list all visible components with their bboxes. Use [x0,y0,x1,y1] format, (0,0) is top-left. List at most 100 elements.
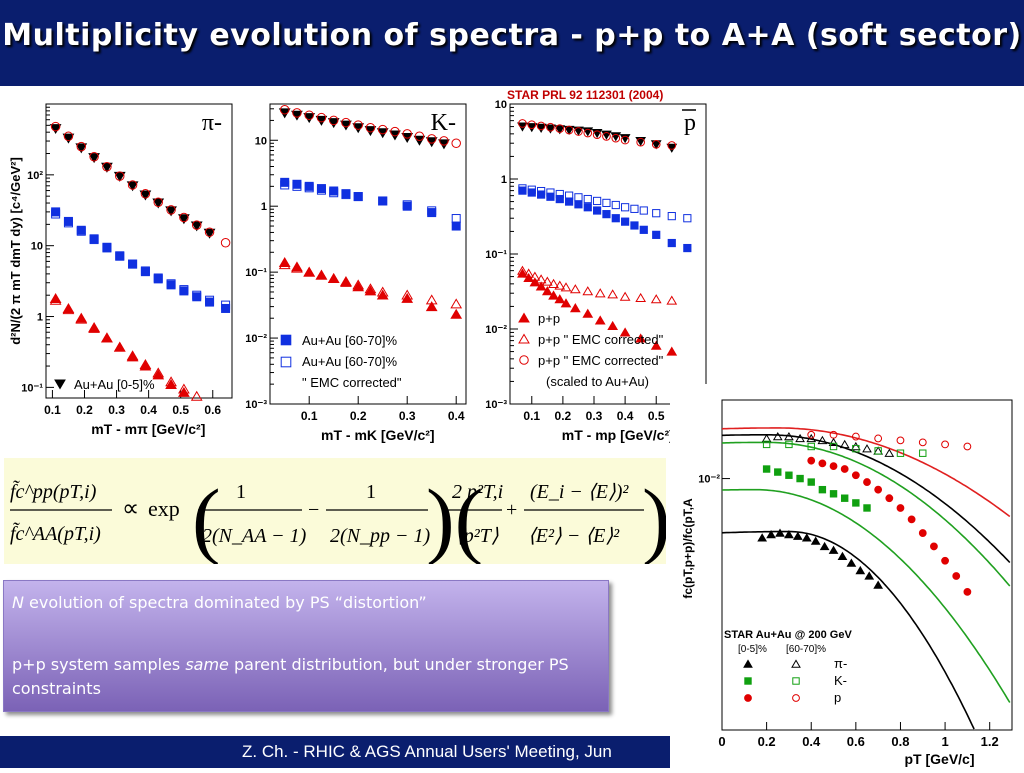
data-point [535,281,547,291]
data-point [220,238,231,248]
data-point [376,289,389,300]
data-point [316,112,327,123]
data-point [439,136,449,146]
x-axis-label: mT - mK [GeV/c²] [321,427,435,443]
data-point [401,292,414,303]
data-point [807,478,815,486]
legend-label: p+p [538,311,560,326]
note-line-2-a: p+p system samples [12,655,186,674]
x-tick-label: 1.2 [981,734,999,749]
y-tick-label: 1 [501,174,507,186]
series-filled-circle [807,456,972,596]
data-point [582,286,594,296]
data-point [327,118,340,129]
data-point [896,504,905,512]
data-point [683,243,692,253]
data-point [518,186,527,195]
x-tick-label: 0 [718,734,725,749]
data-point [565,197,574,206]
data-point [63,218,73,228]
data-point [166,205,176,215]
data-point [352,279,365,290]
data-point [327,273,340,284]
data-point [963,588,972,596]
y-axis-label: d²N/(2 π mT dmT dy) [c⁴/GeV²] [8,157,23,345]
data-point [329,188,339,198]
formula-minus: − [308,499,319,521]
data-point [602,198,611,208]
data-point [529,271,541,281]
legend-marker [743,659,753,668]
data-point [546,188,555,197]
series-open-circle [807,430,972,451]
formula-one-b: 1 [366,481,376,503]
data-point [594,288,606,298]
data-point [611,133,621,143]
data-point [292,108,302,118]
data-point [785,471,793,479]
x-tick-label: 0.4 [140,403,157,417]
chart-svg: 10⁻³ 10⁻² 10⁻¹ 1 10 0.1 0.2 0.3 0.4 mT - mK [GeV/… [245,103,467,443]
data-point [574,200,583,209]
data-point [837,551,848,561]
data-point [652,209,661,218]
data-point [560,282,572,292]
x-tick-label: 0.8 [891,734,909,749]
data-point [101,162,113,173]
data-point [829,430,838,439]
data-point [280,177,290,187]
data-point [102,243,112,253]
data-point [451,138,461,149]
data-point [152,367,165,378]
data-point [517,268,528,278]
data-point [527,120,537,130]
data-point [852,499,860,507]
fraction-plot: 0 0.2 0.4 0.6 0.8 1 1.2 10⁻² pT [GeV/c] fc(pT,p+p… [670,384,1024,768]
data-point [862,444,872,453]
data-point [204,227,215,237]
data-point [555,194,564,204]
formula-naa: 2(N_AA − 1) [202,525,307,547]
data-point [166,279,176,289]
data-point [203,228,216,239]
series-open-circle [279,105,461,149]
data-point [527,188,536,197]
data-point [806,433,817,443]
data-point [353,192,363,202]
data-point [113,341,126,352]
data-point [352,123,365,134]
data-point [303,266,316,277]
data-point [555,124,565,133]
model-curve [721,530,975,730]
data-point [635,333,647,343]
data-point [401,289,414,300]
data-point [772,432,783,441]
data-point [165,206,177,217]
note-line-1-text: evolution of spectra dominated by PS “di… [23,593,427,612]
data-point [426,134,437,144]
x-tick-label: 0.2 [76,403,93,417]
data-point [801,533,812,542]
legend-label: p+p " EMC corrected" [538,353,664,368]
data-point [818,459,827,468]
data-point [885,494,894,503]
data-point [545,124,556,134]
data-point [621,217,630,226]
data-point [602,210,611,219]
data-point [918,529,927,537]
data-point [315,115,328,126]
data-point [666,346,678,356]
data-point [427,208,437,218]
legend-marker [791,659,801,668]
data-point [762,465,771,473]
y-tick-label: 10⁻¹ [485,249,507,261]
data-point [280,180,290,190]
plot-frame [721,399,1013,731]
data-point [620,135,630,145]
legend-marker [518,333,530,344]
data-point [683,214,692,223]
data-point [757,533,768,542]
formula-big-paren-right: ) [642,471,666,564]
data-point [652,230,661,239]
y-tick-label: 10⁻¹ [245,267,267,279]
